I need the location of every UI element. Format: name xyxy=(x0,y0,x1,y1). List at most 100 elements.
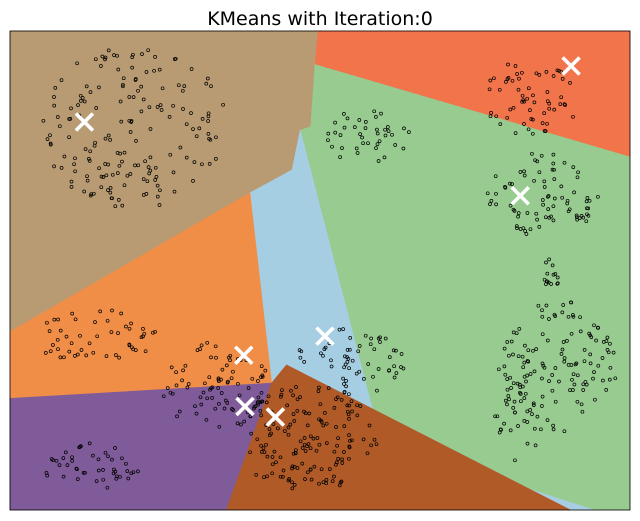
data-point xyxy=(290,480,294,485)
data-point xyxy=(357,118,362,122)
data-point xyxy=(497,87,502,92)
data-point xyxy=(505,340,510,344)
data-point xyxy=(111,471,116,476)
data-point xyxy=(552,107,557,112)
data-point xyxy=(566,314,571,319)
data-point xyxy=(510,182,514,186)
data-point xyxy=(276,426,280,431)
data-point xyxy=(525,441,530,446)
data-point xyxy=(308,446,313,451)
data-point xyxy=(545,338,550,343)
data-point xyxy=(592,370,596,374)
data-point xyxy=(513,410,517,415)
data-point xyxy=(267,427,272,431)
data-point xyxy=(106,48,111,53)
data-point xyxy=(108,190,113,195)
data-point xyxy=(383,127,387,132)
data-point xyxy=(206,132,211,136)
data-point xyxy=(390,132,394,137)
data-point xyxy=(130,345,134,350)
data-point xyxy=(546,194,551,198)
data-point xyxy=(505,402,509,407)
data-point xyxy=(69,179,74,184)
data-point xyxy=(560,77,565,81)
data-point xyxy=(82,99,87,104)
data-point xyxy=(326,138,330,143)
data-point xyxy=(95,334,100,339)
data-point xyxy=(103,450,108,455)
data-point xyxy=(488,78,493,83)
data-point xyxy=(562,160,567,165)
data-point xyxy=(530,131,535,136)
data-point xyxy=(375,142,380,146)
data-point xyxy=(495,414,500,419)
data-point xyxy=(193,404,197,409)
data-point xyxy=(339,479,344,484)
data-point xyxy=(555,281,560,286)
data-point xyxy=(77,445,82,450)
data-point xyxy=(200,117,205,121)
data-point xyxy=(542,365,547,370)
data-point xyxy=(88,193,93,198)
data-point xyxy=(208,387,212,392)
data-point xyxy=(552,196,557,201)
data-point xyxy=(589,335,594,339)
data-point xyxy=(579,402,584,407)
data-point xyxy=(502,421,506,426)
data-point xyxy=(502,346,507,351)
data-point xyxy=(119,311,124,316)
data-point xyxy=(363,126,368,130)
data-point xyxy=(300,461,305,466)
data-point xyxy=(587,198,592,203)
data-point xyxy=(118,99,123,104)
data-point xyxy=(216,386,221,390)
data-point xyxy=(256,379,260,383)
data-point xyxy=(562,356,567,360)
data-point xyxy=(330,144,334,149)
data-point xyxy=(270,462,275,467)
data-point xyxy=(350,358,355,363)
data-point xyxy=(113,446,117,450)
data-point xyxy=(214,135,218,140)
data-point xyxy=(385,125,390,129)
data-point xyxy=(214,355,218,360)
data-point xyxy=(139,109,144,114)
data-point xyxy=(559,95,564,100)
data-point xyxy=(76,103,80,107)
data-point xyxy=(115,151,120,155)
data-point xyxy=(141,97,146,102)
data-point xyxy=(61,474,66,479)
data-point xyxy=(532,426,537,431)
data-point xyxy=(180,88,185,93)
data-point xyxy=(184,155,189,160)
data-point xyxy=(217,401,221,406)
data-point xyxy=(355,413,360,418)
data-point xyxy=(523,391,528,396)
data-point xyxy=(291,412,296,416)
data-point xyxy=(110,196,114,201)
data-point xyxy=(333,130,338,135)
data-point xyxy=(58,355,63,360)
data-point xyxy=(213,344,218,349)
data-point xyxy=(368,342,373,347)
data-point xyxy=(139,84,144,89)
data-point xyxy=(533,443,538,448)
data-point xyxy=(376,336,381,341)
data-point xyxy=(53,86,58,90)
data-point xyxy=(551,218,556,223)
data-point xyxy=(605,348,610,352)
data-point xyxy=(147,105,152,110)
data-point xyxy=(136,163,141,168)
data-point xyxy=(347,433,351,437)
data-point xyxy=(559,352,564,356)
data-point xyxy=(308,467,313,472)
data-point xyxy=(528,408,533,412)
centroid-marker-4 xyxy=(315,326,335,346)
data-point xyxy=(522,396,527,400)
cluster-region-purple xyxy=(9,382,273,511)
data-point xyxy=(521,365,526,370)
data-point xyxy=(168,152,173,157)
data-point xyxy=(569,331,574,336)
data-point xyxy=(383,336,388,341)
data-point xyxy=(528,108,532,112)
